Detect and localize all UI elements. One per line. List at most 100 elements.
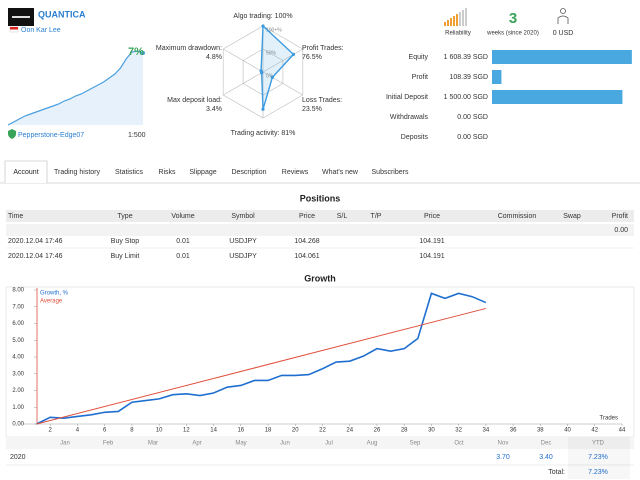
y-tick-label: 8.00 <box>12 288 24 294</box>
positions-summary: 0.00 <box>614 227 628 234</box>
column-header: Volume <box>171 213 194 220</box>
radar-value: 76.5% <box>302 54 322 61</box>
tab[interactable]: Risks <box>158 169 176 176</box>
balance-value: 1 500.00 SGD <box>444 94 488 101</box>
tab[interactable]: Reviews <box>282 169 309 176</box>
weeks-label: weeks (since 2020) <box>486 31 539 37</box>
month-header: Dec <box>541 441 552 447</box>
radar-spoke <box>223 48 264 73</box>
radar-ring-label: 0% <box>266 73 274 79</box>
cell: USDJPY <box>229 238 257 245</box>
x-tick-label: 2 <box>49 428 53 434</box>
months-header-bg <box>6 437 634 449</box>
radar-label-name: Algo trading: <box>233 13 272 20</box>
cell: 104.191 <box>419 253 444 260</box>
cell: 104.268 <box>294 238 319 245</box>
mini-area <box>8 51 143 125</box>
radar-point <box>261 24 265 28</box>
radar-label-value: 81% <box>281 130 295 137</box>
tab[interactable]: Statistics <box>115 169 144 176</box>
reliability-icon <box>444 8 467 26</box>
total: 7.23% <box>588 469 608 476</box>
logo-mark <box>12 16 30 18</box>
radar-spoke <box>223 71 264 96</box>
radar-point <box>291 52 296 57</box>
y-tick-label: 1.00 <box>12 405 24 411</box>
month-header: May <box>235 441 246 447</box>
x-tick-label: 4 <box>76 428 80 434</box>
column-header: Time <box>8 213 23 220</box>
y-tick-label: 4.00 <box>12 355 24 361</box>
radar-label: Loss Trades: <box>302 97 342 104</box>
y-tick-label: 6.00 <box>12 321 24 327</box>
subscribers-icon <box>557 8 569 24</box>
radar-area <box>260 24 295 110</box>
tab[interactable]: Subscribers <box>372 169 409 176</box>
radar-label: Algo trading: 100% <box>233 13 292 20</box>
growth-title: Growth <box>304 273 336 283</box>
x-tick-label: 22 <box>319 428 326 434</box>
weeks: 3 <box>509 10 517 27</box>
balance-label: Equity <box>409 54 429 61</box>
tab[interactable]: Trading history <box>54 169 101 176</box>
positions-summary-bg <box>6 224 634 236</box>
balance-label: Deposits <box>401 134 429 141</box>
radar-ring-label: 50% <box>266 50 277 56</box>
y-tick-label: 3.00 <box>12 371 24 377</box>
balance-bar <box>492 50 632 64</box>
x-tick-label: 24 <box>346 428 353 434</box>
month-header: Nov <box>498 441 509 447</box>
balance-bar <box>492 70 502 84</box>
radar-spoke <box>262 71 303 96</box>
x-tick-label: 40 <box>564 428 571 434</box>
positions-header-bg <box>6 210 634 222</box>
month-value: 3.40 <box>539 454 553 461</box>
radar-value: 4.8% <box>206 54 222 61</box>
month-header: Aug <box>367 441 378 447</box>
cell: 104.061 <box>294 253 319 260</box>
radar-point <box>261 107 265 111</box>
column-header: Price <box>424 213 440 220</box>
growth-frame <box>5 286 635 438</box>
tab[interactable]: What's new <box>322 169 359 176</box>
product-name[interactable]: QUANTICA <box>38 9 86 19</box>
radar-label: Maximum drawdown: <box>156 45 222 52</box>
x-tick-label: 18 <box>265 428 272 434</box>
balance-label: Initial Deposit <box>386 94 428 101</box>
cell: Buy Stop <box>111 238 140 245</box>
cell: 2020.12.04 17:46 <box>8 253 63 260</box>
ytd-column <box>568 437 630 479</box>
total-label: Total: <box>548 469 565 476</box>
x-tick-label: 32 <box>455 428 462 434</box>
column-header: S/L <box>337 213 348 220</box>
tab[interactable]: Description <box>231 169 266 176</box>
x-tick-label: 28 <box>401 428 408 434</box>
tab[interactable]: Slippage <box>189 169 216 176</box>
x-tick-label: 14 <box>210 428 217 434</box>
author[interactable]: Oon Kar Lee <box>21 27 61 34</box>
x-tick-label: 10 <box>156 428 163 434</box>
y-tick-label: 2.00 <box>12 388 24 394</box>
month-header: Oct <box>454 441 464 447</box>
x-tick-label: 6 <box>103 428 107 434</box>
mini-label: 7% <box>128 46 144 58</box>
month-header: Mar <box>148 441 158 447</box>
radar-ring-label: 100+% <box>266 27 282 33</box>
x-tick-label: 34 <box>483 428 490 434</box>
column-header: Commission <box>498 213 537 220</box>
cell: 104.191 <box>419 238 444 245</box>
cell: Buy Limit <box>111 253 140 260</box>
legend-entry: Average <box>40 299 63 305</box>
tab[interactable]: Account <box>13 169 38 176</box>
cell: USDJPY <box>229 253 257 260</box>
balance-label: Withdrawals <box>390 114 429 121</box>
balance-value: 0.00 SGD <box>457 114 488 121</box>
x-tick-label: 38 <box>537 428 544 434</box>
balance-value: 108.39 SGD <box>449 74 488 81</box>
column-header: T/P <box>371 213 382 220</box>
month-header: Jul <box>325 441 333 447</box>
x-tick-label: 42 <box>591 428 598 434</box>
month-value: 7.23% <box>588 454 608 461</box>
